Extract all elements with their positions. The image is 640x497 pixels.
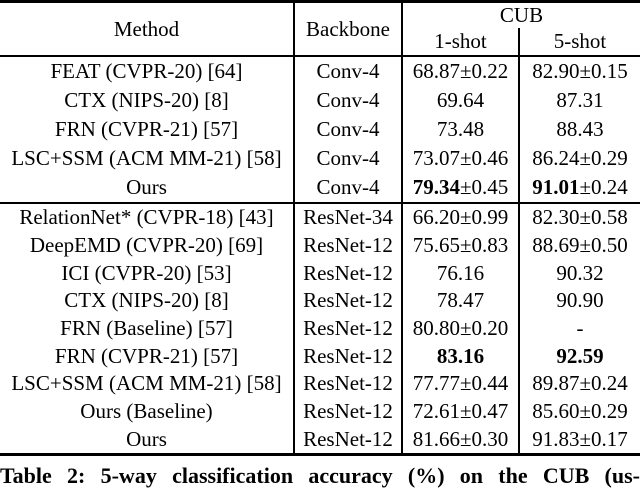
table-row: ICI (CVPR-20) [53] ResNet-12 76.16 90.32 (0, 259, 640, 288)
method-cell: FRN (CVPR-21) [57] (0, 342, 295, 371)
five-shot-cell: 88.69 ±0.50 (532, 233, 628, 258)
one-shot-cell: 76.16 (403, 259, 520, 288)
header-5-shot: 5-shot (553, 29, 607, 53)
header-subcolumns: 1-shot 5-shot (403, 28, 640, 55)
method-cell: CTX (NIPS-20) [8] (0, 86, 295, 115)
method-cell: CTX (NIPS-20) [8] (0, 287, 295, 315)
method-cell: LSC+SSM (ACM MM-21) [58] (0, 370, 295, 398)
one-shot-cell: 72.61 ±0.47 (403, 397, 520, 426)
method-cell: FEAT (CVPR-20) [64] (0, 57, 295, 86)
table-row: CTX (NIPS-20) [8] Conv-4 69.64 87.31 (0, 86, 640, 115)
backbone-cell: ResNet-12 (295, 342, 403, 371)
header-1-shot: 1-shot (403, 28, 520, 55)
table-body-conv4-group: FEAT (CVPR-20) [64] Conv-4 68.87 ±0.22 82.90… (0, 57, 640, 202)
table-row: FRN (Baseline) [57] ResNet-12 80.80 ±0.20 - (0, 314, 640, 343)
table-caption: Table 2: 5-way classification accuracy (… (0, 463, 640, 489)
five-shot-cell: 91.01 ±0.24 (532, 175, 628, 199)
method-cell: FRN (CVPR-21) [57] (0, 115, 295, 144)
five-shot-cell: 89.87 ±0.24 (532, 371, 628, 396)
table-row: DeepEMD (CVPR-20) [69] ResNet-12 75.65 ±0.8… (0, 231, 640, 260)
five-shot-cell: 91.83 ±0.17 (532, 426, 628, 451)
results-table: Method Backbone CUB 1-shot 5-shot FEAT (… (0, 0, 640, 457)
one-shot-cell: 77.77 ±0.44 (403, 370, 520, 398)
table-row: FRN (CVPR-21) [57] Conv-4 73.48 88.43 (0, 115, 640, 144)
one-shot-cell: 73.07 ±0.46 (403, 144, 520, 173)
method-cell: Ours (0, 173, 295, 202)
backbone-cell: Conv-4 (295, 115, 403, 144)
method-cell: LSC+SSM (ACM MM-21) [58] (0, 144, 295, 173)
table-body-resnet-group: RelationNet* (CVPR-18) [43] ResNet-34 66.2… (0, 202, 640, 454)
table-row: Ours Conv-4 79.34 ±0.45 91.01 ±0.24 (0, 173, 640, 202)
five-shot-cell: 82.90 ±0.15 (532, 59, 628, 83)
five-shot-cell: 88.43 (556, 117, 604, 141)
five-shot-cell: 82.30 ±0.58 (532, 205, 628, 230)
backbone-cell: ResNet-12 (295, 287, 403, 315)
five-shot-cell: - (576, 316, 584, 341)
method-cell: Ours (Baseline) (0, 397, 295, 426)
backbone-cell: ResNet-12 (295, 314, 403, 343)
backbone-cell: ResNet-12 (295, 231, 403, 260)
one-shot-cell: 78.47 (403, 287, 520, 315)
one-shot-cell: 66.20 ±0.99 (403, 204, 520, 232)
one-shot-cell: 80.80 ±0.20 (403, 314, 520, 343)
one-shot-cell: 69.64 (403, 86, 520, 115)
table-header: Method Backbone CUB 1-shot 5-shot (0, 3, 640, 57)
backbone-cell: Conv-4 (295, 86, 403, 115)
five-shot-cell: 92.59 (556, 343, 604, 368)
table-row: FRN (CVPR-21) [57] ResNet-12 83.16 92.59 (0, 342, 640, 371)
backbone-cell: Conv-4 (295, 144, 403, 173)
five-shot-cell: 86.24 ±0.29 (532, 146, 628, 170)
table-row: CTX (NIPS-20) [8] ResNet-12 78.47 90.90 (0, 287, 640, 315)
one-shot-cell: 79.34 ±0.45 (403, 173, 520, 202)
one-shot-cell: 75.65 ±0.83 (403, 231, 520, 260)
five-shot-cell: 90.90 (556, 288, 604, 313)
backbone-cell: ResNet-12 (295, 259, 403, 288)
one-shot-cell: 68.87 ±0.22 (403, 57, 520, 86)
table-row: LSC+SSM (ACM MM-21) [58] Conv-4 73.07 ±0.46… (0, 144, 640, 173)
table-row: Ours (Baseline) ResNet-12 72.61 ±0.47 85.60 ±… (0, 397, 640, 426)
five-shot-cell: 90.32 (556, 260, 604, 285)
method-cell: RelationNet* (CVPR-18) [43] (0, 204, 295, 232)
five-shot-cell: 87.31 (556, 88, 604, 112)
method-cell: DeepEMD (CVPR-20) [69] (0, 231, 295, 260)
backbone-cell: ResNet-12 (295, 425, 403, 454)
table-row: RelationNet* (CVPR-18) [43] ResNet-34 66.2… (0, 204, 640, 232)
backbone-cell: Conv-4 (295, 57, 403, 86)
table-row: Ours ResNet-12 81.66 ±0.30 91.83 ±0.17 (0, 425, 640, 454)
method-cell: ICI (CVPR-20) [53] (0, 259, 295, 288)
table-row: LSC+SSM (ACM MM-21) [58] ResNet-12 77.77 ±0… (0, 370, 640, 398)
header-dataset-group: CUB 1-shot 5-shot (403, 3, 640, 55)
backbone-cell: ResNet-12 (295, 370, 403, 398)
one-shot-cell: 73.48 (403, 115, 520, 144)
five-shot-cell: 85.60 ±0.29 (532, 399, 628, 424)
backbone-cell: ResNet-34 (295, 204, 403, 232)
method-cell: Ours (0, 425, 295, 454)
one-shot-cell: 81.66 ±0.30 (403, 425, 520, 454)
header-backbone: Backbone (295, 3, 403, 55)
method-cell: FRN (Baseline) [57] (0, 314, 295, 343)
backbone-cell: ResNet-12 (295, 397, 403, 426)
one-shot-cell: 83.16 (403, 342, 520, 371)
header-method: Method (0, 3, 295, 55)
backbone-cell: Conv-4 (295, 173, 403, 202)
header-cub: CUB (499, 3, 544, 27)
table-row: FEAT (CVPR-20) [64] Conv-4 68.87 ±0.22 82.90… (0, 57, 640, 86)
